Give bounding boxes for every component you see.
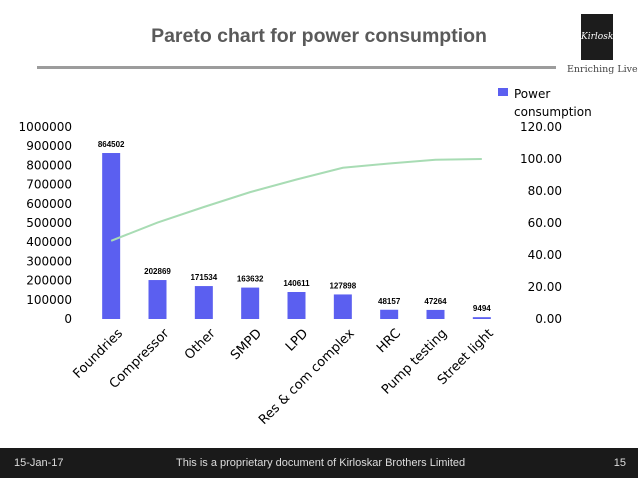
brand-tagline: Enriching Lives xyxy=(567,64,638,75)
bar-data-label: 171534 xyxy=(190,273,217,282)
y-right-tick-label: 40.00 xyxy=(528,248,562,262)
bar-data-label: 127898 xyxy=(329,281,356,290)
legend-label-line: consumption xyxy=(514,105,592,119)
y-right-tick-label: 20.00 xyxy=(528,280,562,294)
bar xyxy=(287,292,306,319)
bar-data-labels: 864502 202869 171534 163632 140611 127898 4815… xyxy=(98,140,491,313)
footer-disclaimer: This is a proprietary document of Kirlos… xyxy=(176,457,466,469)
kirloskar-logo-mark: Kirloskar xyxy=(581,14,613,60)
bar-data-label: 163632 xyxy=(237,275,264,284)
y-left-tick-label: 500000 xyxy=(26,216,72,230)
y-right-tick-label: 60.00 xyxy=(528,216,562,230)
bar-data-label: 202869 xyxy=(144,267,171,276)
y-right-tick-label: 80.00 xyxy=(528,184,562,198)
bar xyxy=(102,153,121,319)
cumulative-line xyxy=(110,158,482,242)
footer-date: 15-Jan-17 xyxy=(14,457,64,469)
y-right-tick-label: 120.00 xyxy=(520,120,562,134)
bar xyxy=(380,309,399,319)
bar-series xyxy=(102,153,491,319)
brand-logo: Kirloskar Enriching Lives xyxy=(567,14,638,80)
title-divider xyxy=(37,66,556,69)
footer-page-number: 15 xyxy=(613,457,626,469)
bar xyxy=(333,294,352,319)
x-axis-label: LPD xyxy=(283,326,311,354)
y-left-tick-label: 600000 xyxy=(26,197,72,211)
legend-label-line: Power xyxy=(514,87,550,101)
y-left-axis: 0 100000 200000 300000 400000 500000 600000 700… xyxy=(19,120,72,326)
bar-data-label: 140611 xyxy=(283,279,310,288)
bar-data-label: 864502 xyxy=(98,140,125,149)
y-left-tick-label: 100000 xyxy=(26,293,72,307)
y-left-tick-label: 800000 xyxy=(26,158,72,172)
legend-swatch xyxy=(498,88,508,96)
bar xyxy=(194,286,213,319)
pareto-chart: 0 100000 200000 300000 400000 500000 600000 700… xyxy=(19,87,592,428)
y-left-tick-label: 300000 xyxy=(26,254,72,268)
x-axis-label: Other xyxy=(182,326,219,363)
bar xyxy=(148,280,167,319)
slide-title: Pareto chart for power consumption xyxy=(151,25,487,47)
cumulative-line-series xyxy=(110,158,482,242)
bar xyxy=(241,287,260,319)
y-right-tick-label: 100.00 xyxy=(520,152,562,166)
y-left-tick-label: 1000000 xyxy=(19,120,72,134)
y-right-tick-label: 0.00 xyxy=(535,312,562,326)
chart-legend: Power consumption xyxy=(498,87,592,119)
bar xyxy=(426,309,445,319)
y-left-tick-label: 700000 xyxy=(26,178,72,192)
bar-data-label: 9494 xyxy=(473,304,491,313)
bar xyxy=(472,317,491,319)
x-axis-label: SMPD xyxy=(228,326,265,363)
y-right-axis: 0.00 20.00 40.00 60.00 80.00 100.00 120.00 xyxy=(520,120,562,326)
x-axis-label: Res & com complex xyxy=(256,326,358,428)
y-left-tick-label: 900000 xyxy=(26,139,72,153)
x-axis-label: HRC xyxy=(374,326,404,356)
bar-data-label: 47264 xyxy=(424,297,447,306)
footer-bar: 15-Jan-17 This is a proprietary document… xyxy=(0,448,638,478)
y-left-tick-label: 400000 xyxy=(26,235,72,249)
bar-data-label: 48157 xyxy=(378,297,401,306)
y-left-tick-label: 0 xyxy=(64,312,72,326)
y-left-tick-label: 200000 xyxy=(26,274,72,288)
